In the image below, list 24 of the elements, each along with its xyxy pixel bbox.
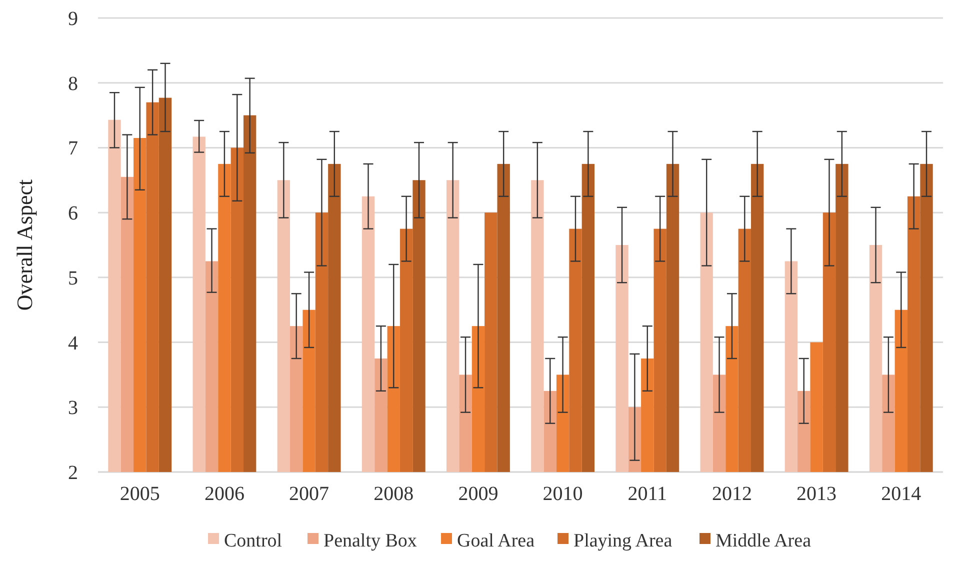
x-tick-label: 2012 (712, 483, 752, 505)
y-tick-label: 9 (68, 8, 78, 30)
y-tick-label: 4 (68, 332, 78, 354)
y-tick-label: 3 (68, 397, 78, 420)
x-tick-label: 2009 (458, 483, 498, 505)
y-tick-label: 8 (68, 72, 78, 95)
y-tick-label: 2 (68, 462, 78, 484)
y-tick-label: 7 (68, 138, 78, 160)
x-tick-label: 2007 (289, 483, 330, 505)
x-tick-label: 2005 (120, 483, 160, 505)
x-tick-label: 2011 (628, 483, 668, 505)
legend-label: Penalty Box (324, 530, 418, 552)
x-tick-label: 2008 (374, 483, 414, 505)
legend-label: Control (224, 530, 282, 552)
y-tick-label: 6 (68, 202, 78, 225)
legend-label: Middle Area (716, 530, 812, 552)
x-tick-label: 2010 (542, 483, 583, 505)
legend-label: Goal Area (457, 530, 536, 552)
y-axis-title: Overall Aspect (12, 179, 37, 311)
x-tick-label: 2013 (796, 483, 837, 505)
y-tick-label: 5 (68, 267, 78, 290)
legend-label: Playing Area (574, 530, 673, 552)
x-tick-label: 2014 (881, 483, 922, 505)
x-tick-label: 2006 (204, 483, 244, 505)
